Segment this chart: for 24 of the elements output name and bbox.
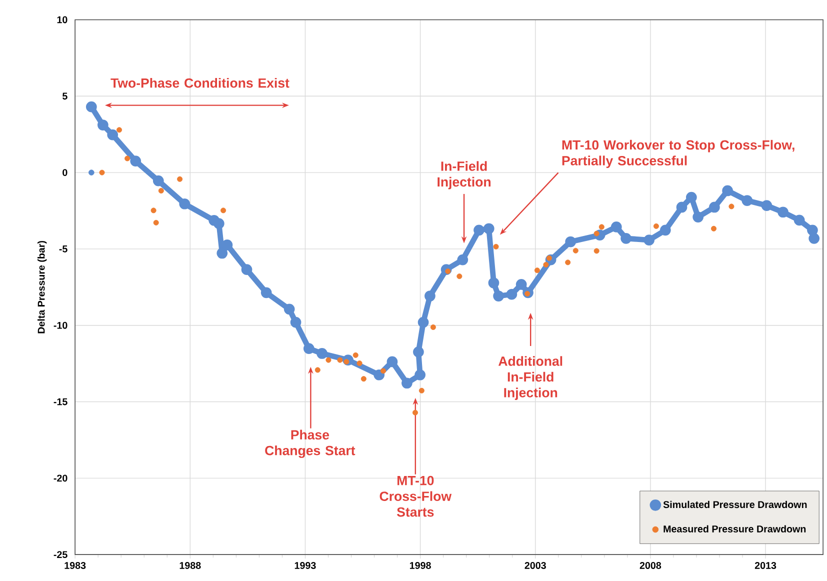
annotation: MT-10 Workover to Stop Cross-Flow, Partially Successful xyxy=(562,140,794,168)
annotation: MT-10 Cross-Flow Starts xyxy=(380,476,452,517)
legend-label: Measured Pressure Drawdown xyxy=(664,525,806,532)
y-tick-label: -10 xyxy=(54,322,68,329)
annotation: Two-Phase Conditions Exist xyxy=(110,78,290,88)
x-tick-label: 2003 xyxy=(524,562,546,569)
y-tick-label: -20 xyxy=(54,474,68,482)
x-tick-label: 1988 xyxy=(180,562,201,569)
annotation: Additional In-Field Injection xyxy=(498,356,562,400)
y-tick-label: 10 xyxy=(57,16,68,24)
x-tick-label: 1983 xyxy=(64,562,86,569)
x-tick-label: 2008 xyxy=(640,562,662,569)
x-tick-label: 1993 xyxy=(294,562,316,569)
y-tick-label: 0 xyxy=(62,168,68,176)
y-axis-title: Delta Pressure (bar) xyxy=(38,240,47,334)
y-tick-label: 5 xyxy=(62,92,68,100)
y-tick-label: -25 xyxy=(54,550,68,558)
annotation: In-Field Injection xyxy=(438,161,490,190)
y-tick-label: -5 xyxy=(59,245,68,252)
x-tick-label: 2013 xyxy=(754,562,776,569)
y-tick-label: -15 xyxy=(54,398,68,406)
annotation: Phase Changes Start xyxy=(265,430,356,458)
legend-label: Simulated Pressure Drawdown xyxy=(663,500,807,508)
x-tick-label: 1998 xyxy=(410,562,431,569)
